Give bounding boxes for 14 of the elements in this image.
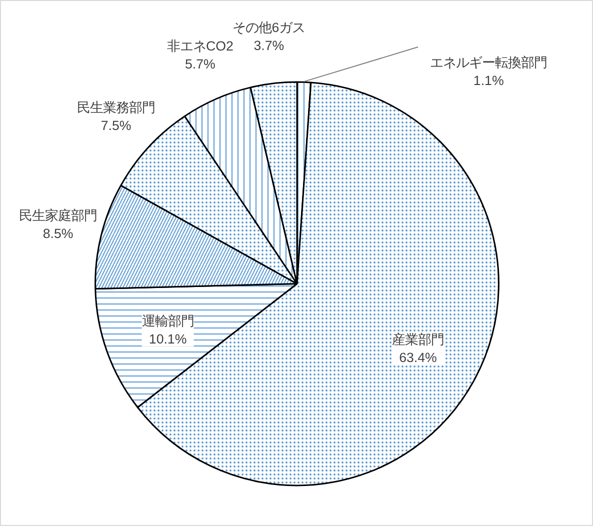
slice-label: 非エネCO2 xyxy=(166,38,234,54)
data-label: 8.5% xyxy=(42,226,74,242)
slice-label: 民生業務部門 xyxy=(77,100,156,115)
data-label: 1.1% xyxy=(473,72,504,88)
slice-label: その他6ガス xyxy=(232,20,306,36)
data-label: 5.7% xyxy=(184,56,216,72)
data-label: 7.5% xyxy=(100,118,132,133)
slice-label: 民生家庭部門 xyxy=(19,208,98,224)
slice-label: 産業部門 xyxy=(392,332,444,347)
slice-label: エネルギー転換部門 xyxy=(430,54,548,70)
data-label: 10.1% xyxy=(148,331,187,346)
slice-label: 運輸部門 xyxy=(142,313,194,328)
data-label: 63.4% xyxy=(399,350,438,365)
data-label: 3.7% xyxy=(254,38,284,54)
